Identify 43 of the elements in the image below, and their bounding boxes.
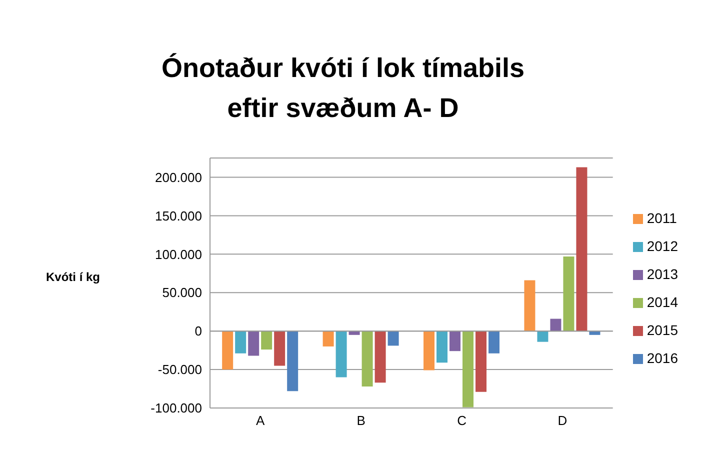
bar — [488, 331, 500, 354]
bar — [524, 280, 536, 332]
bar — [322, 331, 334, 346]
x-tick-label: B — [356, 413, 366, 428]
legend-label: 2012 — [646, 238, 678, 254]
bar — [374, 331, 386, 383]
bar — [348, 331, 360, 335]
bar — [287, 331, 298, 392]
chart-title: Ónotaður kvóti í lok tímabils eftir svæðum A- D — [160, 52, 526, 125]
y-tick-label: 150.000 — [155, 208, 202, 224]
bar — [476, 331, 487, 392]
bar — [362, 331, 373, 386]
bar — [248, 331, 260, 356]
bar — [436, 331, 448, 363]
bar — [261, 331, 272, 350]
bar — [576, 167, 588, 332]
legend-label: 2011 — [646, 210, 677, 226]
bar — [589, 331, 600, 335]
y-tick-label: 100.000 — [155, 246, 202, 262]
bar — [222, 331, 234, 370]
bar — [563, 256, 574, 332]
y-tick-label: 200.000 — [155, 170, 202, 185]
legend-label: 2016 — [646, 350, 678, 366]
y-tick-label: -100.000 — [150, 400, 202, 416]
bar — [336, 331, 347, 378]
y-tick-label: 0 — [194, 324, 202, 339]
bar — [388, 331, 399, 346]
bar — [462, 331, 474, 408]
x-tick-label: D — [558, 413, 568, 428]
legend-label: 2014 — [646, 294, 678, 310]
bar — [550, 318, 562, 332]
bar — [235, 331, 246, 354]
x-tick-label: A — [256, 413, 266, 428]
legend-label: 2015 — [646, 322, 678, 338]
y-tick-label: -50.000 — [158, 362, 202, 378]
bar — [424, 331, 435, 370]
legend-label: 2013 — [646, 266, 678, 282]
bar — [450, 331, 461, 352]
bar — [274, 331, 286, 366]
x-tick-label: C — [457, 413, 466, 428]
y-tick-label: 50.000 — [162, 285, 202, 300]
y-axis-title: Kvóti í kg — [46, 270, 100, 284]
bar — [537, 331, 548, 342]
